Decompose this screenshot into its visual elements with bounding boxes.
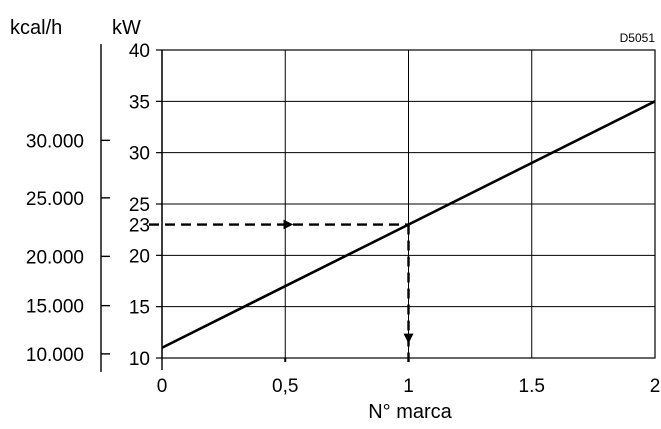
kw-unit-label: kW [112, 17, 141, 39]
kcal-tick-label: 10.000 [26, 345, 84, 366]
axes [100, 44, 287, 372]
kcal-tick-label: 30.000 [26, 131, 84, 152]
x-tick-label: 1.5 [519, 376, 545, 397]
x-tick-label: 0,5 [272, 376, 298, 397]
kcal-unit-label: kcal/h [10, 17, 62, 39]
kw-tick-label: 10 [129, 349, 150, 370]
x-tick-label: 2 [650, 376, 661, 397]
x-axis-title: N° marca [368, 401, 452, 423]
x-tick-label: 0 [157, 376, 168, 397]
kcal-tick-label: 20.000 [26, 247, 84, 268]
kw-tick-label: 20 [129, 246, 150, 267]
kcal-tick-label: 15.000 [26, 297, 84, 318]
labels: kcal/h kW D5051 N° marca 0 0,5 1 1.5 2 10 15 20… [10, 17, 660, 423]
x-tick-label: 1 [403, 376, 414, 397]
kw-tick-label: 25 [129, 195, 150, 216]
annotations [149, 219, 414, 362]
chart-code: D5051 [620, 31, 656, 45]
kw-tick-label: 40 [129, 41, 150, 62]
example-value-label: 23 [129, 216, 150, 237]
kw-tick-label: 15 [129, 298, 150, 319]
kcal-tick-label: 25.000 [26, 189, 84, 210]
kw-tick-label: 35 [129, 92, 150, 113]
kw-tick-label: 30 [129, 144, 150, 165]
